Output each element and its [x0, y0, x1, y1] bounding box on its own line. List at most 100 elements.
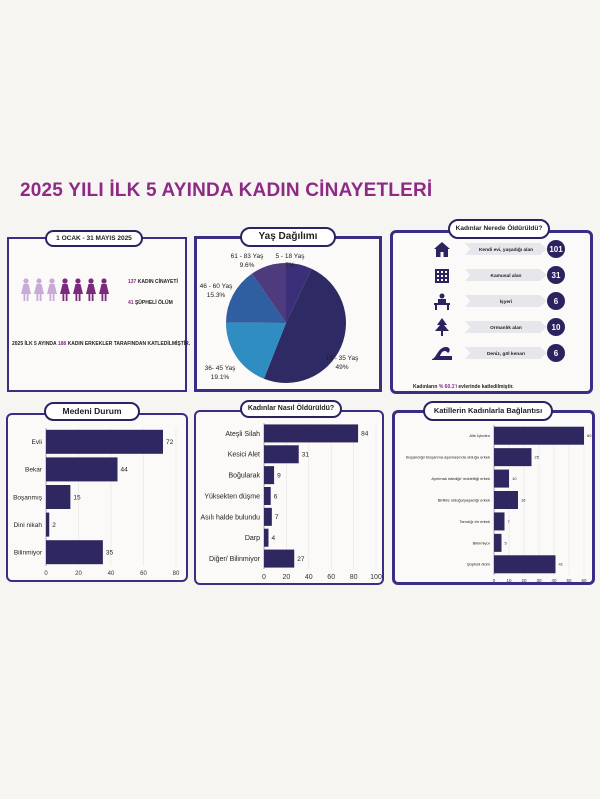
date-range-label: 1 OCAK - 31 MAYIS 2025 — [45, 230, 143, 247]
location-count: 10 — [552, 323, 561, 332]
relation-chart-title: Katillerin Kadınlarla Bağlantısı — [423, 401, 553, 421]
value-label: 35 — [106, 549, 114, 556]
bar — [46, 485, 71, 509]
location-count: 6 — [554, 349, 559, 358]
value-label: 27 — [297, 556, 305, 563]
category-label: Bilinmiyor — [473, 540, 491, 545]
x-tick-label: 60 — [581, 578, 587, 583]
value-label: 41 — [559, 562, 564, 567]
location-label: Deniz, göl kenarı — [487, 351, 525, 357]
woman-figure-icon — [21, 278, 31, 301]
value-label: 15 — [73, 494, 81, 501]
x-tick-label: 0 — [493, 578, 496, 583]
location-label: Kamusal alan — [491, 273, 522, 279]
location-label: Kendi evi, yaşadığı alan — [479, 247, 533, 253]
bar — [494, 555, 556, 574]
location-label-bg — [465, 347, 547, 359]
building-icon — [435, 269, 449, 283]
pie-slice-value: 7% — [285, 262, 295, 269]
location-label-bg — [465, 269, 547, 281]
location-label: İşyeri — [500, 298, 513, 305]
location-label-bg — [465, 321, 547, 333]
x-tick-label: 100 — [370, 574, 382, 581]
women-figures-icon — [21, 278, 109, 301]
location-label-bg — [465, 243, 547, 255]
method-bar-chart: 0 20 40 60 80 100 Ateşli Silah 84 Kesici Alet 31 B… — [200, 423, 382, 581]
value-label: 60 — [587, 433, 592, 438]
value-label: 5 — [505, 540, 508, 545]
category-label: Ayrılmak istediği/ reddettiği erkek — [431, 476, 490, 481]
pie-slice-value: 9.6% — [240, 262, 255, 269]
bar — [264, 549, 295, 568]
category-label: Tanıdığı bir erkek — [459, 519, 490, 524]
pie-slice-value: 19.1% — [211, 374, 230, 381]
pie-slice-label: 5 - 18 Yaş — [275, 253, 305, 260]
category-label: Ateşli Silah — [225, 431, 260, 438]
pie-slice — [226, 273, 286, 323]
pie-slice-label: 61 - 83 Yaş — [231, 253, 264, 260]
relation-bar-chart: 0 10 20 30 40 50 60 Aile İçinden 60 Boşandığı/ Bo… — [406, 425, 592, 583]
value-label: 44 — [121, 467, 129, 474]
bar — [46, 512, 50, 537]
pie-slice-value: 49% — [335, 364, 348, 371]
location-footer: Kadınların % 60.1'i evlerinde katledilmi… — [413, 384, 514, 390]
value-label: 7 — [275, 514, 279, 521]
x-tick-label: 40 — [551, 578, 557, 583]
tree-icon — [435, 318, 449, 336]
suspicious-count: 41 — [128, 300, 134, 306]
location-footer-pre: Kadınların — [413, 384, 438, 390]
woman-figure-icon — [73, 278, 83, 301]
category-label: Evli — [32, 439, 42, 446]
location-footer-pct: % 60.1'i — [438, 384, 457, 390]
pie-slice-label: 19 - 35 Yaş — [326, 355, 359, 362]
x-tick-label: 30 — [536, 578, 542, 583]
bar — [264, 445, 299, 464]
value-label: 16 — [521, 497, 526, 502]
house-icon — [434, 242, 450, 257]
category-label: Aile İçinden — [469, 433, 490, 438]
location-list: Kendi evi, yaşadığı alan 101 Kamusal alan 3… — [432, 240, 565, 362]
age-chart-title: Yaş Dağılımı — [240, 227, 336, 247]
bar — [264, 528, 269, 547]
category-label: Birlikte olduğu/yaşadığı erkek — [438, 497, 490, 502]
x-tick-label: 10 — [506, 578, 512, 583]
category-label: Kesici Alet — [228, 452, 260, 459]
woman-figure-icon — [47, 278, 57, 301]
value-label: 2 — [52, 522, 56, 529]
suspicious-label: ŞÜPHELİ ÖLÜM — [134, 300, 173, 306]
x-tick-label: 20 — [75, 571, 82, 577]
x-tick-label: 0 — [262, 574, 266, 581]
woman-figure-icon — [99, 278, 109, 301]
summary-footer: 2025 İLK 5 AYINDA 188 KADIN ERKEKLER TAR… — [12, 341, 190, 347]
desk-icon — [434, 293, 450, 310]
value-label: 10 — [512, 476, 517, 481]
location-footer-post: evlerinde katledilmiştir. — [458, 384, 514, 390]
x-tick-label: 0 — [44, 571, 48, 577]
bar — [264, 466, 275, 485]
x-tick-label: 80 — [350, 574, 358, 581]
pie-slice — [286, 263, 312, 323]
x-tick-label: 60 — [327, 574, 335, 581]
value-label: 25 — [535, 455, 540, 460]
bar — [494, 448, 532, 467]
murders-count: 137 — [128, 279, 137, 285]
marital-chart-title: Medeni Durum — [44, 402, 140, 421]
category-label: Bekar — [25, 467, 43, 474]
wave-icon — [432, 347, 452, 360]
bar — [46, 429, 163, 454]
x-tick-label: 60 — [140, 571, 147, 577]
summary-footer-count: 188 — [57, 341, 67, 347]
location-label: Ormanlık alan — [490, 325, 522, 331]
location-count-badge — [547, 240, 565, 258]
summary-footer-pre: 2025 İLK 5 AYINDA — [12, 341, 57, 347]
location-title: Kadınlar Nerede Öldürüldü? — [448, 219, 550, 239]
x-tick-label: 20 — [521, 578, 527, 583]
x-tick-label: 40 — [305, 574, 313, 581]
bar — [494, 469, 509, 488]
location-count-badge — [547, 318, 565, 336]
pie-slice-label: 36- 45 Yaş — [205, 365, 237, 372]
bar — [264, 487, 271, 505]
location-count-badge — [547, 292, 565, 310]
value-label: 31 — [302, 452, 310, 459]
woman-figure-icon — [34, 278, 44, 301]
